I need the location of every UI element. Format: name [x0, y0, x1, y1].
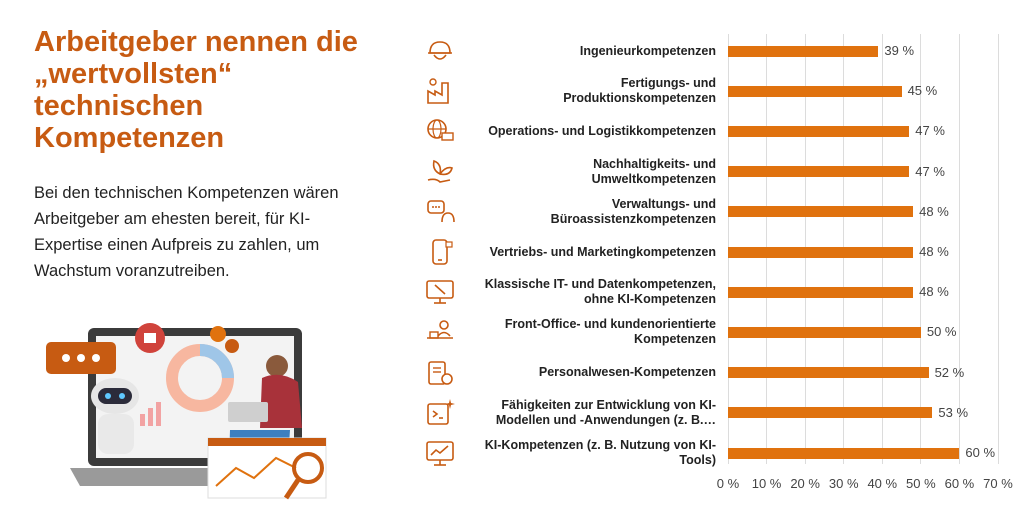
gridline	[997, 34, 999, 464]
x-tick-label: 70 %	[983, 476, 1013, 491]
monitor-tools-icon	[426, 280, 454, 304]
value-label: 48 %	[919, 244, 949, 259]
value-label: 60 %	[965, 445, 996, 460]
bar	[728, 206, 914, 218]
category-label: Fähigkeiten zur Entwicklung von KI- Mode…	[495, 397, 716, 427]
value-label: 48 %	[919, 203, 949, 219]
bar	[728, 447, 960, 459]
desk-person-icon	[427, 320, 453, 340]
category-label: Operations- und Logistikkompetenzen	[488, 123, 716, 138]
x-tick-label: 30 %	[828, 476, 859, 491]
value-label: 39 %	[884, 43, 915, 58]
category-label: Front-Office- und kundenorientierte Komp…	[504, 317, 716, 347]
bar	[728, 45, 879, 57]
globe-truck-icon	[427, 119, 454, 142]
illustration-laptop-robot	[46, 323, 327, 500]
bar	[728, 407, 933, 419]
leaf-hand-icon	[427, 159, 453, 183]
category-label: Personalwesen-Kompetenzen	[538, 365, 716, 380]
value-label: 52 %	[934, 364, 965, 380]
category-label: Nachhaltigkeits- und Umweltkompetenzen	[591, 156, 716, 186]
category-label: Fertigungs- und Produktionskompetenzen	[563, 76, 716, 106]
value-label: 48 %	[919, 284, 949, 300]
category-label: Ingenieurkompetenzen	[579, 43, 716, 58]
page-title: Arbeitgeber nennen die „wertvollsten“ te…	[34, 26, 358, 154]
x-tick-label: 20 %	[790, 476, 820, 491]
x-tick-label: 0 %	[716, 476, 740, 491]
value-label: 45 %	[907, 83, 938, 99]
bar	[728, 85, 902, 97]
category-label: Vertriebs- und Marketingkompetenzen	[489, 244, 716, 259]
x-tick-label: 10 %	[751, 476, 782, 491]
bar	[728, 367, 929, 379]
chat-headset-icon	[427, 199, 455, 222]
x-tick-label: 50 %	[906, 476, 936, 491]
clipboard-gear-icon	[428, 360, 453, 385]
value-label: 50 %	[926, 324, 957, 340]
gridline	[958, 34, 960, 464]
bar	[728, 286, 914, 298]
intro-text: Bei den technischen Kompetenzen wären Ar…	[34, 184, 339, 280]
monitor-chart-icon	[426, 441, 454, 466]
category-label: Klassische IT- und Datenkompetenzen, ohn…	[484, 277, 716, 307]
code-sparkle-icon	[427, 398, 455, 425]
smartphone-icon	[432, 239, 453, 265]
category-label: KI-Kompetenzen (z. B. Nutzung von KI- To…	[484, 438, 716, 467]
value-label: 47 %	[915, 123, 945, 139]
bar	[728, 125, 910, 137]
bar	[728, 246, 914, 258]
factory-gear-icon	[427, 78, 449, 104]
value-label: 47 %	[915, 163, 945, 179]
gridline	[920, 34, 922, 464]
category-label: Verwaltungs- und Büroassistenzkompetenze…	[550, 196, 716, 226]
value-label: 53 %	[938, 404, 969, 420]
bar	[728, 166, 910, 178]
x-tick-label: 60 %	[944, 476, 975, 491]
engineer-helmet-icon	[428, 41, 452, 60]
bar	[728, 326, 921, 338]
x-tick-label: 40 %	[867, 476, 898, 491]
